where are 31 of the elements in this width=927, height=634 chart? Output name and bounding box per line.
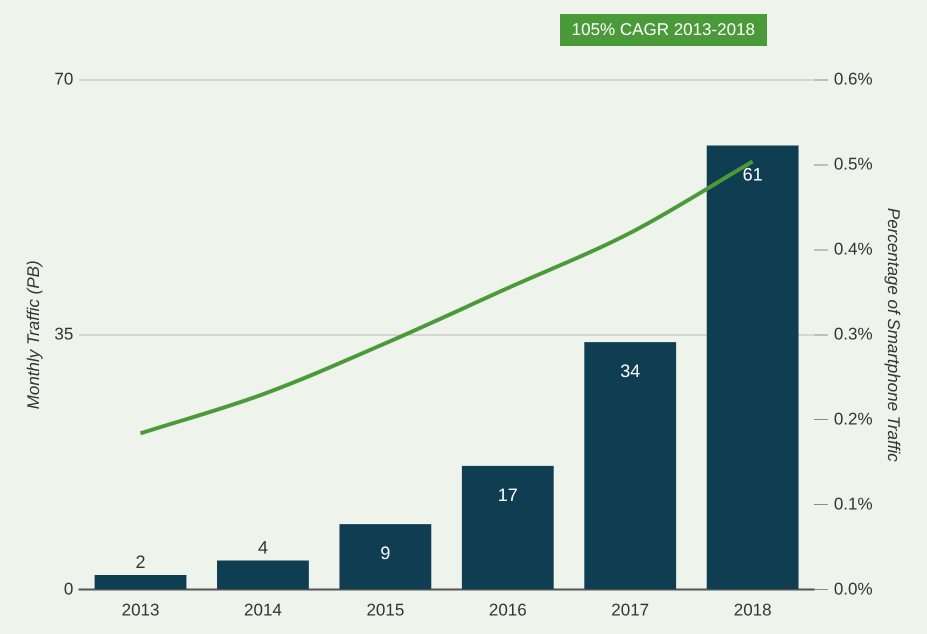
x-tick-label: 2014 — [244, 600, 282, 620]
x-tick-label: 2016 — [488, 600, 527, 620]
data-label: 9 — [380, 543, 390, 564]
bar — [706, 146, 799, 590]
y2-tick-label: 0.4% — [834, 240, 873, 259]
data-label: 34 — [620, 361, 640, 382]
bar — [217, 560, 309, 590]
x-tick-label: 2017 — [611, 600, 650, 620]
y-tick-label: 0 — [64, 579, 74, 598]
y2-tick-label: 0.0% — [834, 579, 873, 598]
y2-tick-label: 0.5% — [834, 154, 873, 174]
y2-tick-label: 0.3% — [834, 324, 873, 344]
data-label: 2 — [136, 552, 146, 572]
bar — [339, 524, 432, 590]
data-label: 61 — [742, 164, 763, 184]
y2-tick-label: 0.2% — [834, 409, 873, 428]
y2-tick-label: 0.1% — [834, 494, 873, 514]
x-tick-label: 2018 — [734, 600, 772, 620]
y2-axis-title: Percentage of Smartphone Traffic — [884, 208, 904, 462]
data-label: 17 — [498, 484, 518, 505]
x-tick-label: 2015 — [366, 600, 404, 620]
bar — [584, 342, 676, 590]
y-tick-label: 35 — [54, 324, 74, 344]
bar — [462, 466, 554, 590]
bar — [94, 575, 186, 590]
data-label: 4 — [258, 537, 268, 558]
text: 105% CAGR 2013-2018 — [560, 14, 767, 46]
y-tick-label: 70 — [54, 70, 74, 89]
x-tick-label: 2013 — [122, 600, 160, 620]
y-axis-title: Monthly Traffic (PB) — [24, 260, 43, 410]
y2-tick-label: 0.6% — [834, 70, 873, 89]
